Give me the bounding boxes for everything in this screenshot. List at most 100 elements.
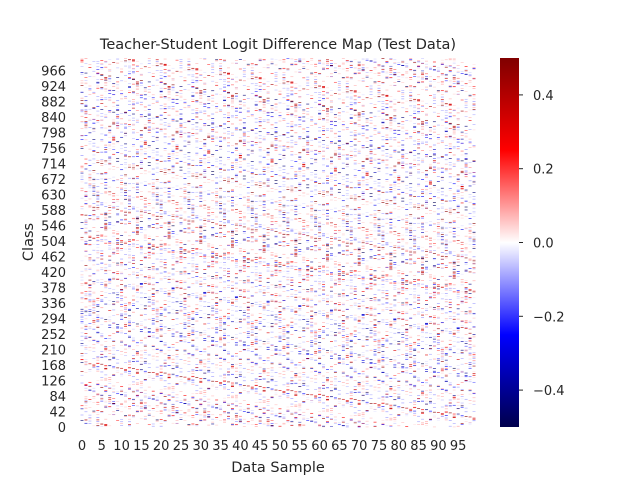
heatmap-cell <box>191 86 195 88</box>
heatmap-cell <box>270 407 274 409</box>
heatmap-cell <box>104 229 108 230</box>
heatmap-cell <box>199 197 203 199</box>
heatmap-cell <box>80 205 84 207</box>
heatmap-cell <box>112 322 116 324</box>
heatmap-cell <box>175 394 179 395</box>
heatmap-cell <box>246 205 250 206</box>
heatmap-cell <box>147 386 151 388</box>
heatmap-cell <box>262 286 266 287</box>
heatmap-cell <box>203 392 207 393</box>
heatmap-cell <box>242 349 246 351</box>
heatmap-cell <box>147 374 151 376</box>
heatmap-cell <box>151 269 155 270</box>
heatmap-cell <box>108 157 112 159</box>
heatmap-cell <box>124 176 128 178</box>
heatmap-cell <box>179 414 183 416</box>
heatmap-cell <box>242 270 246 272</box>
heatmap-cell <box>183 162 187 163</box>
heatmap-cell <box>207 379 211 381</box>
heatmap-cell <box>167 357 171 359</box>
heatmap-cell <box>254 342 258 344</box>
heatmap-cell <box>155 318 159 320</box>
heatmap-cell <box>96 383 100 384</box>
heatmap-cell <box>203 142 207 144</box>
heatmap-cell <box>254 220 258 222</box>
heatmap-cell <box>203 273 207 274</box>
heatmap-cell <box>191 425 195 426</box>
heatmap-cell <box>163 278 167 279</box>
heatmap-cell <box>187 200 191 202</box>
heatmap-cell <box>234 416 238 418</box>
heatmap-cell <box>131 240 135 241</box>
heatmap-cell <box>199 141 203 142</box>
heatmap-cell <box>92 150 96 151</box>
heatmap-cell <box>163 128 167 129</box>
heatmap-cell <box>223 80 227 82</box>
heatmap-cell <box>147 247 151 248</box>
heatmap-cell <box>147 372 151 373</box>
heatmap-cell <box>88 239 92 241</box>
heatmap-cell <box>242 196 246 198</box>
heatmap-cell <box>179 323 183 324</box>
heatmap-cell <box>96 250 100 252</box>
heatmap-cell <box>120 90 124 91</box>
heatmap-cell <box>175 103 179 104</box>
heatmap-cell <box>104 213 108 214</box>
heatmap-cell <box>131 183 135 184</box>
heatmap-cell <box>171 406 175 407</box>
heatmap-cell <box>116 121 120 123</box>
heatmap-cell <box>155 376 159 378</box>
heatmap-cell <box>266 208 270 210</box>
heatmap-cell <box>167 399 171 400</box>
heatmap-cell <box>199 160 203 162</box>
heatmap-cell <box>120 113 124 114</box>
heatmap-cell <box>100 279 104 280</box>
heatmap-cell <box>258 226 262 227</box>
heatmap-cell <box>108 245 112 246</box>
heatmap-cell <box>207 206 211 207</box>
heatmap-cell <box>179 359 183 360</box>
heatmap-cell <box>203 58 207 60</box>
heatmap-cell <box>80 323 84 324</box>
heatmap-cell <box>175 114 179 116</box>
heatmap-cell <box>139 134 143 136</box>
heatmap-cell <box>262 67 266 68</box>
heatmap-cell <box>223 270 227 271</box>
heatmap-cell <box>143 142 147 144</box>
heatmap-cell <box>223 359 227 361</box>
heatmap-cell <box>171 171 175 172</box>
heatmap-cell <box>96 105 100 107</box>
heatmap-cell <box>120 60 124 62</box>
heatmap-cell <box>171 268 175 270</box>
heatmap-cell <box>151 192 155 194</box>
heatmap-cell <box>179 402 183 403</box>
heatmap-cell <box>112 347 116 349</box>
heatmap-cell <box>80 187 84 189</box>
heatmap-cell <box>195 408 199 410</box>
heatmap-cell <box>195 165 199 166</box>
heatmap-cell <box>219 408 223 410</box>
heatmap-cell <box>234 173 238 175</box>
heatmap-cell <box>171 291 175 293</box>
heatmap-cell <box>203 155 207 157</box>
heatmap-cell <box>183 281 187 283</box>
heatmap-cell <box>207 156 211 158</box>
heatmap-cell <box>227 297 230 298</box>
heatmap-cell <box>207 366 211 368</box>
heatmap-cell <box>219 320 223 321</box>
heatmap-cell <box>238 406 242 407</box>
heatmap-cell <box>120 80 124 82</box>
heatmap-cell <box>100 307 104 309</box>
heatmap-cell <box>246 262 250 263</box>
heatmap-cell <box>183 258 187 260</box>
heatmap-cell <box>124 288 128 289</box>
heatmap-cell <box>250 286 254 288</box>
heatmap-cell <box>171 264 175 266</box>
heatmap-cell <box>254 238 258 240</box>
heatmap-cell <box>84 241 88 242</box>
heatmap-cell <box>187 335 191 336</box>
heatmap-cell <box>230 96 234 97</box>
heatmap-cell <box>238 137 242 138</box>
heatmap-cell <box>151 207 155 208</box>
heatmap-cell <box>80 121 84 122</box>
